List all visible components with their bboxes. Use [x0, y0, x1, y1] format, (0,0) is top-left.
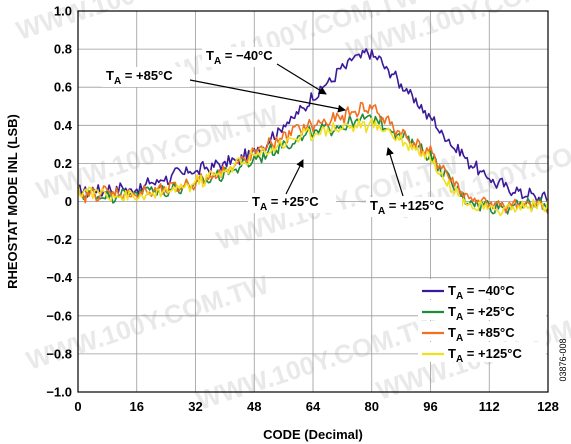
annotation-arrow [285, 159, 304, 195]
x-tick-label: 0 [74, 399, 81, 414]
watermark-text-0: WWW.100Y.COM.TW [13, 0, 263, 46]
annotation-label: TA = +125°C [370, 198, 444, 217]
legend-item-2: TA = +85°C [418, 321, 546, 344]
series-line-3 [77, 117, 549, 217]
legend-label: TA = −40°C [448, 283, 515, 302]
annotation-1: TA = +85°C [102, 67, 346, 113]
series-line-0 [77, 48, 549, 205]
legend-background [418, 279, 546, 299]
x-tick-label: 112 [479, 399, 500, 414]
annotations: TA = −40°C TA = +85°C TA = +25°C TA = +125°… [102, 47, 462, 217]
annotation-label: TA = +85°C [106, 68, 173, 87]
tick-labels: 0 16 32 48 64 80 96 112 128 1.0 0.8 0.6 0.4 0.2 0 −0.2 −… [46, 4, 559, 415]
legend-label: TA = +125°C [448, 346, 522, 365]
legend-item-1: TA = +25°C [418, 300, 546, 323]
legend-item-3: TA = +125°C [418, 342, 546, 365]
x-tick-label: 16 [130, 399, 144, 414]
annotation-label: TA = −40°C [206, 48, 273, 67]
annotation-background [102, 67, 190, 87]
annotation-arrow [276, 63, 327, 95]
legend-label: TA = +85°C [448, 325, 515, 344]
annotation-0: TA = −40°C [202, 47, 327, 95]
x-tick-label: 80 [365, 399, 379, 414]
y-tick-label: 0.4 [54, 118, 73, 133]
x-axis-label: CODE (Decimal) [263, 427, 363, 442]
legend-background [418, 300, 546, 320]
figure-id: 03876-008 [558, 338, 568, 381]
x-tick-label: 96 [423, 399, 437, 414]
y-tick-label: 0.2 [54, 156, 72, 171]
annotation-label: TA = +25°C [252, 194, 319, 213]
x-tick-label: 64 [306, 399, 321, 414]
legend: TA = −40°C TA = +25°C TA = +85°C TA = +125°… [418, 279, 546, 365]
y-tick-label: 0.6 [54, 80, 72, 95]
x-tick-label: 32 [188, 399, 202, 414]
annotation-3: TA = +125°C [366, 147, 462, 217]
y-tick-label: −0.4 [46, 270, 72, 285]
plot-frame [77, 10, 549, 393]
annotation-arrow [386, 147, 404, 197]
legend-background [418, 342, 546, 362]
x-tick-label: 128 [537, 399, 559, 414]
y-tick-label: 0.8 [54, 42, 72, 57]
y-tick-label: 1.0 [54, 4, 72, 19]
legend-background [418, 321, 546, 341]
legend-item-0: TA = −40°C [418, 279, 546, 302]
annotation-background [248, 193, 336, 213]
y-tick-label: −0.2 [46, 232, 72, 247]
annotation-background [366, 197, 462, 217]
series-layer [77, 48, 549, 217]
annotation-arrow [189, 79, 346, 113]
y-tick-label: −0.6 [46, 308, 72, 323]
legend-label: TA = +25°C [448, 304, 515, 323]
y-tick-label: 0 [65, 194, 72, 209]
y-tick-label: −1.0 [46, 385, 72, 400]
y-tick-label: −0.8 [46, 346, 72, 361]
annotation-2: TA = +25°C [248, 159, 336, 213]
x-tick-label: 48 [247, 399, 261, 414]
annotation-background [202, 47, 290, 67]
y-axis-label: RHEOSTAT MODE INL (LSB) [5, 114, 20, 289]
